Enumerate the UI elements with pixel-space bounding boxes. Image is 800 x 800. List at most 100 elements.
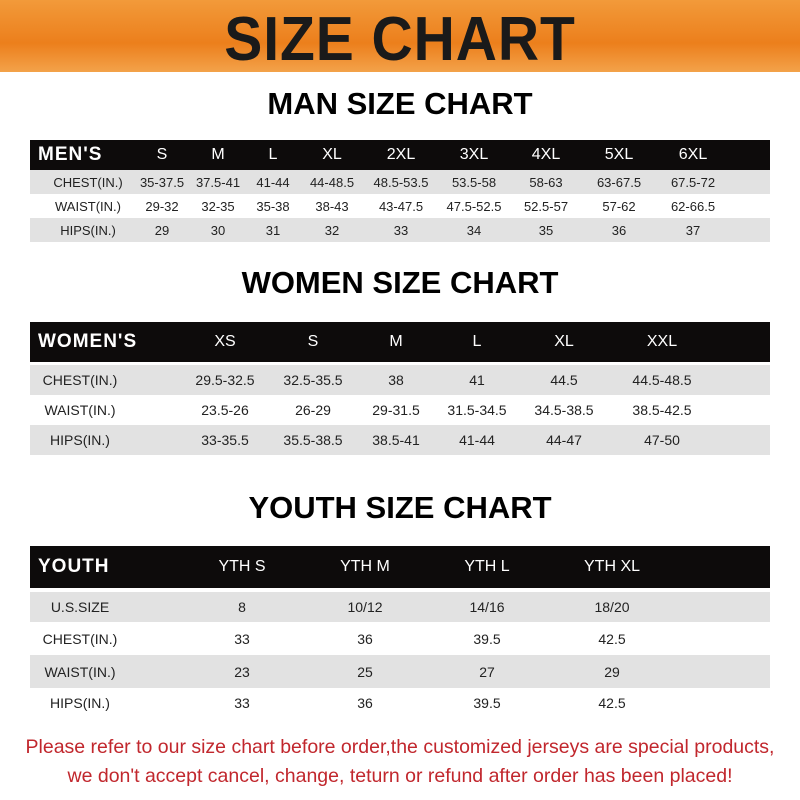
table-row: CHEST(IN.) 33 36 39.5 42.5	[30, 622, 770, 655]
table-row: CHEST(IN.) 29.5-32.5 32.5-35.5 38 41 44.5 44.5…	[30, 365, 770, 395]
measurement-label: HIPS(IN.)	[50, 695, 110, 711]
table-label: WOMEN'S	[38, 331, 138, 352]
table-row: HIPS(IN.) 33-35.5 35.5-38.5 38.5-41 41-44 44-…	[30, 425, 770, 455]
measurement-value: 47.5-52.5	[446, 198, 502, 214]
measurement-value: 23	[234, 663, 250, 680]
measurement-value: 33	[234, 695, 250, 711]
measurement-value: 32-35	[201, 198, 235, 214]
size-column-header: 2XL	[386, 146, 416, 163]
measurement-value: 33	[393, 222, 409, 238]
size-column-header: 4XL	[531, 146, 561, 163]
size-column-header: 6XL	[678, 146, 708, 163]
size-column-header: YTH M	[340, 558, 390, 575]
size-column-header: M	[389, 333, 403, 350]
size-column-header: XXL	[646, 333, 678, 350]
measurement-value: 29-32	[145, 198, 179, 214]
measurement-value: 52.5-57	[523, 198, 569, 214]
measurement-value: 63-67.5	[596, 174, 642, 190]
measurement-value: 38.5-42.5	[632, 402, 692, 418]
measurement-value: 35.5-38.5	[283, 432, 343, 448]
size-column-header: 5XL	[604, 146, 634, 163]
measurement-label: CHEST(IN.)	[42, 372, 118, 388]
size-column-header: 3XL	[459, 146, 489, 163]
measurement-value: 29	[604, 663, 620, 680]
measurement-value: 39.5	[473, 630, 501, 647]
measurement-value: 47-50	[644, 432, 680, 448]
women-title: WOMEN SIZE CHART	[241, 265, 559, 300]
men-title: MAN SIZE CHART	[267, 86, 533, 121]
table-row: CHEST(IN.) 35-37.5 37.5-41 41-44 44-48.5 48.5…	[30, 170, 770, 194]
measurement-value: 25	[357, 663, 373, 680]
measurement-value: 31.5-34.5	[447, 402, 507, 418]
measurement-value: 18/20	[594, 599, 630, 615]
size-column-header: M	[211, 146, 225, 163]
measurement-label: HIPS(IN.)	[60, 222, 116, 238]
table-row: WAIST(IN.) 29-32 32-35 35-38 38-43 43-47.5 47.…	[30, 194, 770, 218]
measurement-label: HIPS(IN.)	[50, 432, 110, 448]
size-column-header: YTH L	[464, 558, 510, 575]
measurement-value: 34	[466, 222, 482, 238]
measurement-value: 32.5-35.5	[283, 372, 343, 388]
size-column-header: YTH S	[218, 558, 266, 575]
measurement-value: 41	[469, 372, 485, 388]
measurement-value: 37	[685, 222, 701, 238]
measurement-value: 42.5	[598, 695, 626, 711]
measurement-value: 38.5-41	[372, 432, 420, 448]
measurement-value: 67.5-72	[670, 174, 716, 190]
size-column-header: S	[307, 333, 319, 350]
table-row: WAIST(IN.) 23.5-26 26-29 29-31.5 31.5-34.5 34…	[30, 395, 770, 425]
measurement-value: 39.5	[473, 695, 501, 711]
size-column-header: XL	[322, 146, 342, 163]
measurement-value: 31	[265, 222, 281, 238]
table-row: WAIST(IN.) 23 25 27 29	[30, 655, 770, 688]
women-header-row: WOMEN'S XS S M L XL XXL	[30, 322, 770, 362]
measurement-label: WAIST(IN.)	[55, 198, 121, 214]
measurement-value: 41-44	[256, 174, 290, 190]
measurement-value: 32	[324, 222, 340, 238]
measurement-value: 57-62	[602, 198, 636, 214]
measurement-value: 8	[238, 599, 246, 615]
table-row: HIPS(IN.) 33 36 39.5 42.5	[30, 688, 770, 718]
measurement-value: 35-38	[256, 198, 290, 214]
table-label: MEN'S	[38, 144, 103, 165]
note-line-1: Please refer to our size chart before or…	[25, 736, 775, 758]
measurement-value: 35	[538, 222, 554, 238]
table-row: HIPS(IN.) 29 30 31 32 33 34 35 36 37	[30, 218, 770, 242]
size-column-header: S	[156, 146, 168, 163]
measurement-value: 14/16	[469, 599, 505, 615]
measurement-value: 26-29	[295, 402, 331, 418]
measurement-label: CHEST(IN.)	[42, 630, 118, 647]
measurement-label: WAIST(IN.)	[44, 663, 116, 680]
size-column-header: XS	[214, 333, 236, 350]
measurement-value: 36	[357, 695, 373, 711]
table-row: U.S.SIZE 8 10/12 14/16 18/20	[30, 592, 770, 622]
measurement-value: 30	[210, 222, 226, 238]
measurement-value: 62-66.5	[670, 198, 716, 214]
measurement-value: 36	[357, 630, 373, 647]
size-column-header: XL	[554, 333, 574, 350]
measurement-value: 37.5-41	[195, 174, 241, 190]
measurement-label: CHEST(IN.)	[53, 174, 123, 190]
measurement-value: 38-43	[315, 198, 349, 214]
measurement-value: 23.5-26	[201, 402, 249, 418]
size-column-header: L	[268, 146, 278, 163]
size-column-header: L	[472, 333, 482, 350]
measurement-value: 43-47.5	[378, 198, 424, 214]
measurement-value: 29	[154, 222, 170, 238]
measurement-value: 44.5	[550, 372, 578, 388]
table-label: YOUTH	[38, 556, 110, 577]
measurement-value: 58-63	[529, 174, 563, 190]
measurement-value: 41-44	[459, 432, 495, 448]
measurement-value: 29.5-32.5	[195, 372, 255, 388]
measurement-value: 10/12	[347, 599, 383, 615]
measurement-value: 38	[388, 372, 404, 388]
banner: SIZE CHART	[0, 0, 800, 74]
measurement-value: 35-37.5	[139, 174, 185, 190]
measurement-value: 44.5-48.5	[632, 372, 692, 388]
measurement-value: 27	[479, 663, 495, 680]
youth-title: YOUTH SIZE CHART	[248, 490, 552, 525]
men-header-row: MEN'S S M L XL 2XL 3XL 4XL 5XL 6XL	[30, 140, 770, 170]
measurement-value: 42.5	[598, 630, 626, 647]
measurement-label: WAIST(IN.)	[44, 402, 116, 418]
note-line-2: we don't accept cancel, change, teturn o…	[67, 765, 733, 787]
